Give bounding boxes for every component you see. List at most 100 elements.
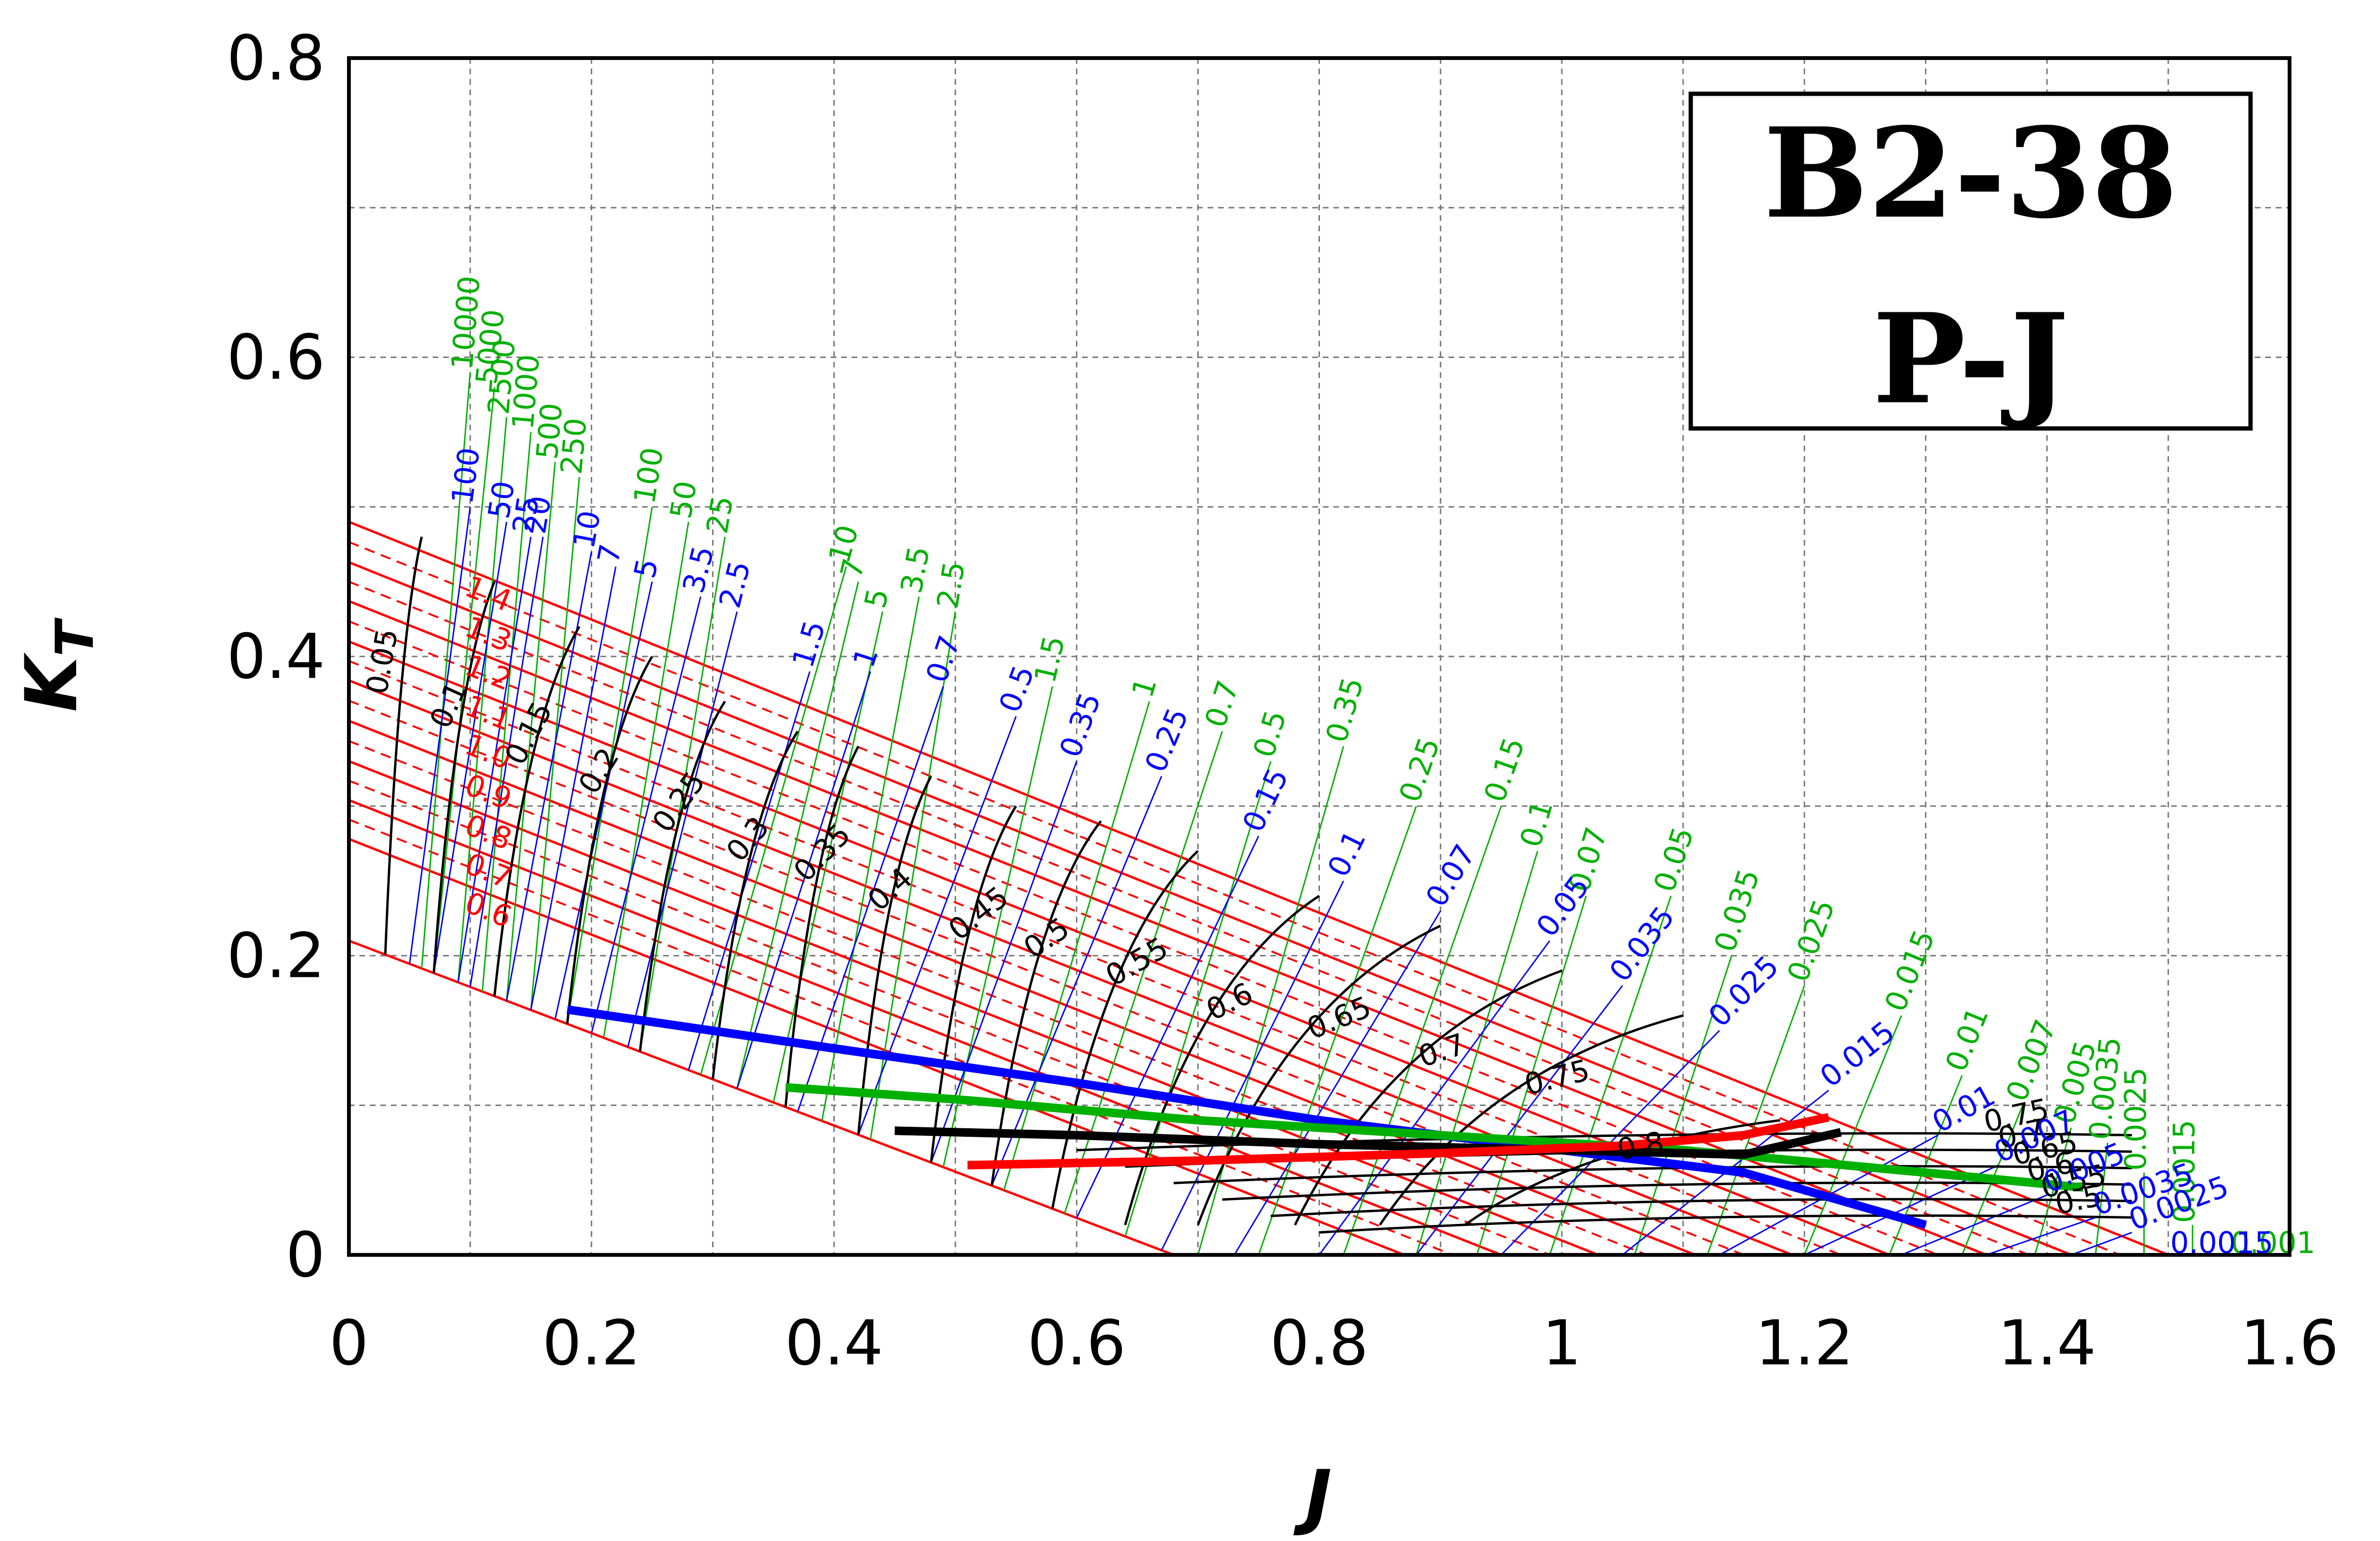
y-axis-label-main: K [10,652,93,712]
green-family-label: 1000 [505,353,546,431]
x-tick-label: 0.8 [1270,1307,1368,1379]
green-family-label: 50 [663,478,704,521]
green-family-line [736,581,859,1089]
blue-family-line [1160,880,1344,1251]
blue-family-label: 20 [517,493,558,536]
x-tick-label: 0.4 [785,1307,883,1379]
green-family-line [1258,805,1417,1255]
x-tick-label: 1 [1542,1307,1582,1379]
efficiency-curve [1464,1119,1781,1226]
pitch-ratio-lines [348,520,2169,1256]
blue-family-line [857,716,1017,1135]
y-tick-label: 0 [286,1219,325,1291]
info-box-subtitle: P-J [1873,287,2069,432]
blue-family-line [1986,1217,2096,1256]
efficiency-curve [639,700,726,1052]
green-family-line [421,372,471,969]
pitch-line [348,760,1599,1256]
pitch-line-dashed [348,818,1453,1256]
green-family-line [639,537,726,1052]
x-tick-label: 1.6 [2241,1307,2339,1379]
y-axis-label-subscript: T [44,617,105,656]
plot-frame [347,56,2291,1257]
x-tick-label: 1.4 [1998,1307,2096,1379]
lower-efficiency-curve [1173,1165,2132,1184]
pitch-line [348,799,1502,1256]
info-box: B2-38 P-J [1688,91,2253,432]
green-family-label: 5000 [469,308,511,386]
y-tick-label: 0.4 [227,620,325,693]
thick-optimum-curves [566,1005,2084,1229]
pitch-line [348,600,1987,1256]
pitch-line-dashed [348,699,1745,1256]
y-tick-label: 0.8 [227,22,325,94]
green-family-line [1549,895,1672,1255]
blue-family-line [991,775,1162,1186]
green-family-label: 0.0015 [2167,1120,2202,1223]
green-family-label: 2500 [481,338,522,416]
green-family-line [1476,895,1587,1255]
green-family-line [1634,955,1733,1255]
thick-curve [566,1005,1927,1229]
efficiency-curve [784,746,860,1107]
thick-curve [894,1126,1842,1159]
green-family-line [942,686,1053,1167]
green-family-line [773,611,883,1103]
green-family-line [433,387,496,974]
blue-family-line [457,537,532,983]
x-tick-label: 0 [329,1307,369,1379]
y-tick-label: 0.6 [227,321,325,394]
blue-family-line [688,671,811,1071]
info-box-title: B2-38 [1764,101,2178,246]
green-family-line [1415,851,1538,1255]
info-box-frame [1688,91,2253,431]
blue-family-label: 10 [566,508,607,551]
blue-family-line [554,581,653,1020]
blue-family-line [591,596,702,1034]
blue-family-label: 50 [481,478,522,521]
efficiency-curve [432,581,496,974]
green-family-line [1706,985,1805,1255]
pitch-line-dashed [348,581,2029,1256]
blue-family-line [469,537,544,987]
lower-efficiency-curve [1319,1214,2132,1234]
green-family-label: 25 [700,493,740,536]
blue-family-line [2071,1232,2132,1256]
efficiency-curve [711,730,799,1080]
efficiency-curve [930,805,1017,1163]
green-family-label: 500 [529,401,569,460]
blue-family-line [530,567,617,1010]
green-family-line [1124,761,1272,1237]
efficiency-curve [493,626,581,996]
y-axis-label: KT [10,617,105,712]
green-family-label: 0.0025 [2118,1067,2153,1171]
efficiency-curve [1294,969,1562,1226]
green-family-line [481,432,532,992]
blue-family-line [408,507,471,964]
green-family-label: 3.5 [894,544,937,596]
pitch-line [348,561,2072,1256]
green-family-label: 10000 [445,275,487,371]
green-family-line [506,462,556,1001]
thick-curve [967,1113,1830,1170]
pitch-line [348,719,1696,1256]
pitch-line-dashed [348,740,1647,1256]
y-tick-label: 0.2 [227,920,325,992]
blue-family-line [1416,985,1623,1255]
blue-family-line [627,611,738,1047]
green-family-line [1197,746,1344,1255]
efficiency-curve [566,656,654,1024]
blue-family-line [1901,1194,2047,1256]
x-axis-ticks: 0 0.2 0.4 0.6 0.8 1 1.2 1.4 1.6 [329,1307,2339,1379]
green-family-line [2094,1143,2109,1255]
green-family-line [821,597,920,1121]
y-axis-ticks: 0 0.2 0.4 0.6 0.8 [227,22,325,1291]
blue-family-label: 100 [445,446,486,506]
blue-family-line [1076,835,1259,1219]
green-family-label: 2.5 [930,559,972,611]
pitch-line-dashed [348,779,1550,1256]
efficiency-curve [857,775,932,1135]
green-family-line [1343,805,1502,1255]
blue-family-line [797,686,944,1112]
